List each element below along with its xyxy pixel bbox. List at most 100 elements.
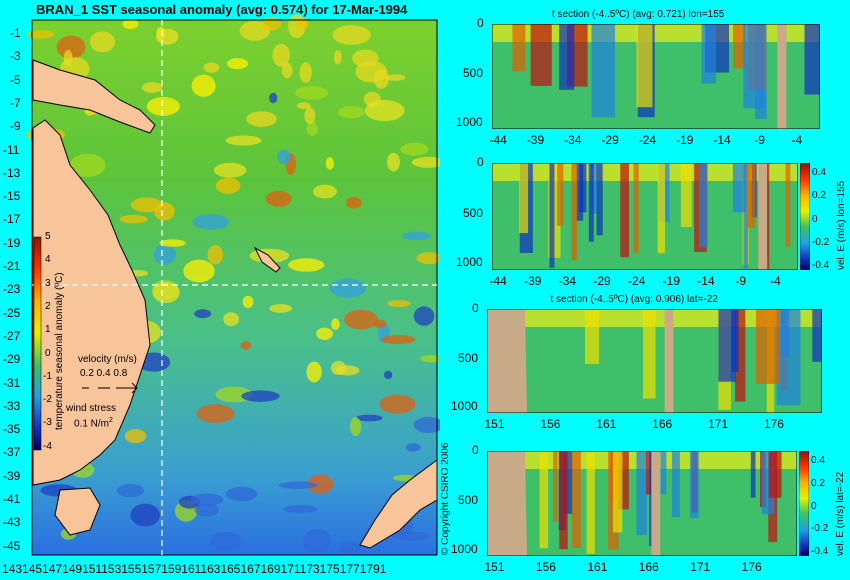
anomaly-blob	[261, 17, 282, 31]
anomaly-blob	[400, 142, 429, 156]
anomaly-blob	[391, 531, 430, 541]
anomaly-blob	[380, 334, 416, 345]
anomaly-blob	[159, 239, 186, 247]
section-feature	[689, 451, 699, 518]
anomaly-blob	[345, 197, 362, 209]
section-feature	[588, 163, 594, 242]
main-colorbar-tick: -1	[43, 370, 52, 382]
map-lat-tick: -5	[10, 72, 21, 87]
anomaly-blob	[287, 258, 325, 272]
panel-x-tick: 176	[741, 560, 762, 574]
panel-title: t section (-4..5ºC) (avg: 0.906) lat=-22	[550, 294, 718, 305]
anomaly-blob	[190, 493, 224, 506]
main-title: BRAN_1 SST seasonal anomaly (avg: 0.574)…	[36, 2, 408, 17]
anomaly-blob	[207, 245, 224, 265]
panel-y-tick: 500	[458, 350, 479, 365]
anomaly-blob	[213, 162, 247, 178]
anomaly-blob	[277, 149, 291, 165]
anomaly-blob	[265, 190, 292, 207]
main-colorbar-tick: 3	[45, 277, 51, 289]
anomaly-blob	[330, 360, 347, 376]
anomaly-blob	[192, 214, 230, 230]
section-feature	[559, 451, 568, 550]
wind-legend-exponent: 2	[109, 417, 113, 424]
anomaly-blob	[124, 428, 147, 444]
land-gap	[651, 451, 661, 556]
section-feature	[671, 451, 680, 518]
panel-y-tick: 500	[458, 493, 479, 508]
anomaly-blob	[242, 295, 254, 309]
section-feature	[735, 309, 746, 402]
velocity-colorbar	[799, 451, 809, 556]
velocity-colorbar-tick: 0	[811, 500, 817, 512]
panel-x-tick: -24	[628, 274, 646, 288]
velocity-colorbar-label: vel. E (m/s) lat=-22	[835, 471, 846, 556]
anomaly-blob	[304, 107, 316, 125]
anomaly-blob	[419, 354, 440, 363]
anomaly-blob	[402, 231, 431, 241]
main-colorbar	[33, 236, 42, 451]
section-feature	[539, 451, 549, 549]
wind-legend-title: wind stress	[66, 403, 117, 414]
velocity-colorbar-tick: 0	[812, 213, 818, 225]
section-feature	[633, 163, 639, 254]
section-feature	[571, 451, 581, 549]
map-lat-tick: -19	[3, 235, 21, 250]
section-feature	[584, 309, 600, 364]
anomaly-blob	[194, 503, 219, 517]
panel-x-tick: 171	[690, 560, 711, 574]
velocity-colorbar-tick: -0.2	[812, 236, 830, 248]
section-feature	[660, 451, 667, 495]
panel-x-tick: -39	[524, 274, 542, 288]
anomaly-blob	[313, 184, 337, 199]
land-mask	[487, 451, 527, 556]
section-feature	[812, 309, 822, 362]
velocity-colorbar-tick: 0.4	[811, 455, 825, 466]
velocity-colorbar-tick: -0.4	[812, 260, 830, 271]
map-lat-tick: -23	[3, 282, 21, 297]
anomaly-blob	[413, 416, 440, 434]
map-lat-tick: -13	[3, 165, 21, 180]
velocity-colorbar-label: vel. E (m/s) lon=155	[836, 180, 847, 270]
anomaly-blob	[146, 97, 181, 116]
map-lat-tick: -41	[3, 492, 21, 506]
copyright: © Copyright CSIRO 2006	[440, 442, 451, 555]
panel-y-tick: 1000	[451, 541, 478, 556]
section-feature	[733, 24, 746, 69]
panel-x-tick: 166	[638, 560, 659, 574]
velocity-colorbar-tick: -0.4	[811, 546, 829, 557]
panel-x-tick: -9	[754, 133, 765, 147]
velocity-colorbar-tick: 0.2	[812, 190, 826, 202]
panel-x-tick: 161	[587, 560, 608, 574]
panel-x-tick: 171	[708, 417, 729, 431]
panel-x-tick: -44	[489, 274, 507, 288]
anomaly-blob	[141, 82, 163, 93]
anomaly-blob	[241, 390, 280, 402]
panel-x-tick: -39	[526, 133, 545, 147]
panel-x-tick: -9	[735, 274, 747, 288]
anomaly-blob	[387, 299, 411, 308]
section-feature	[590, 163, 598, 214]
section-feature	[657, 163, 666, 254]
map-lat-tick: -21	[3, 259, 21, 273]
section-feature	[512, 24, 526, 72]
sst-map	[26, 14, 440, 556]
anomaly-blob	[343, 309, 378, 330]
section-feature	[642, 309, 656, 399]
anomaly-blob	[294, 86, 329, 100]
map-lat-tick: -29	[3, 352, 21, 367]
velocity-colorbar-tick: 0.4	[812, 167, 826, 178]
map-lon-axis: 1431451471491511531551571591611631651671…	[2, 562, 387, 576]
section-feature	[780, 309, 790, 357]
anomaly-blob	[296, 17, 309, 30]
map-lat-tick: -45	[3, 538, 21, 553]
anomaly-blob	[152, 281, 180, 304]
section-feature	[699, 163, 708, 248]
panel-x-tick: -34	[564, 133, 582, 147]
map-lat-tick: -31	[3, 375, 21, 390]
map-lat-tick: -39	[3, 468, 21, 483]
anomaly-blob	[283, 504, 318, 514]
section-feature	[586, 451, 595, 554]
panel-x-tick: -29	[601, 133, 619, 147]
velocity-colorbar	[800, 163, 810, 270]
